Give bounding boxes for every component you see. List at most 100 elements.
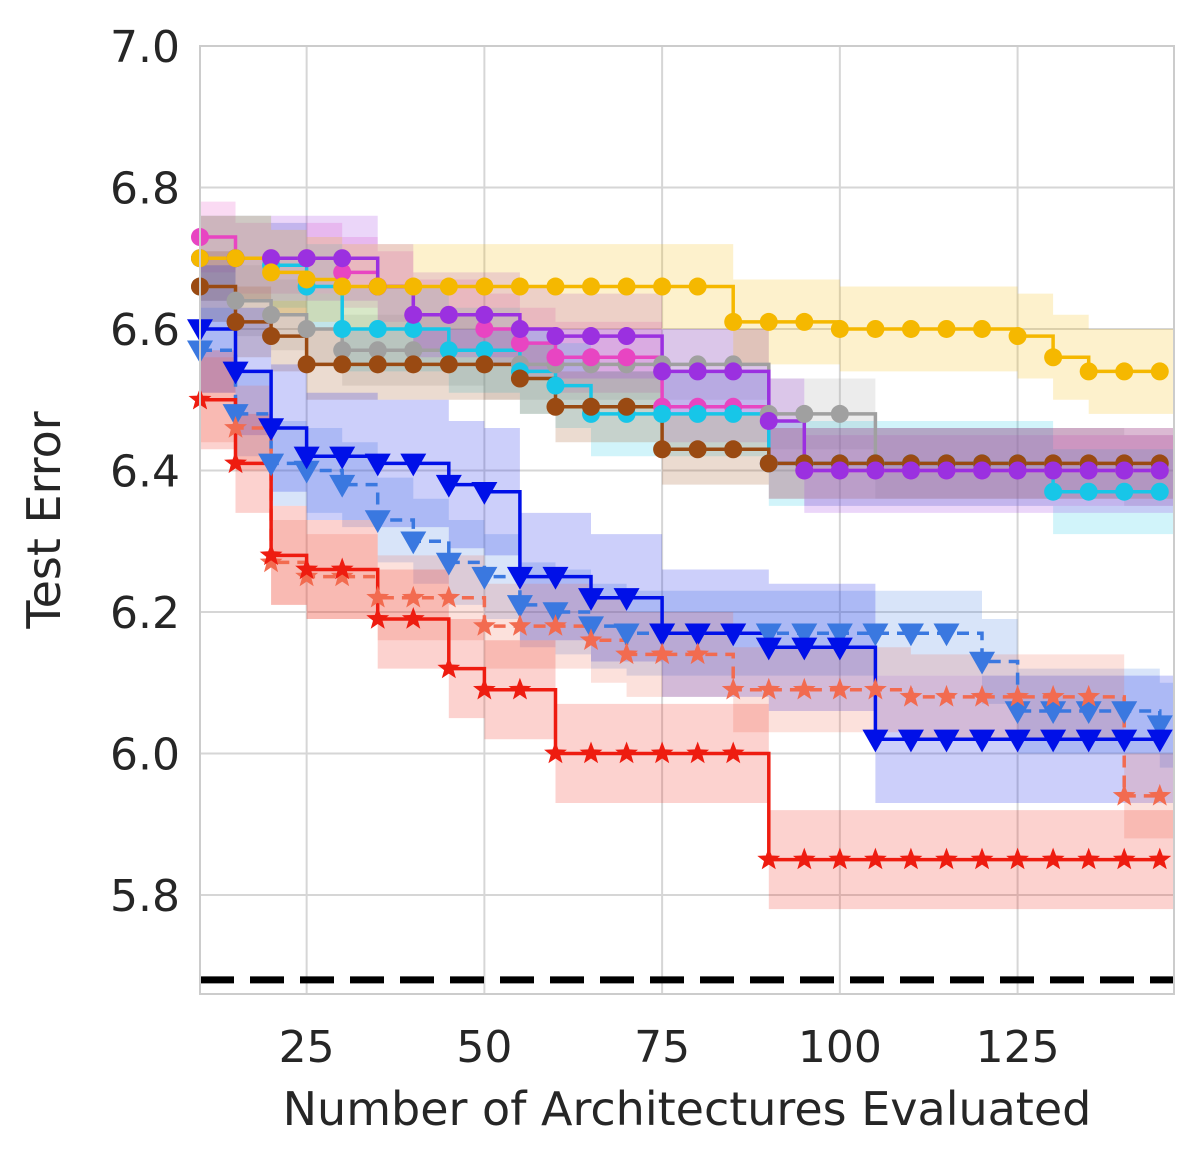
point-brown bbox=[226, 312, 245, 331]
x-tick-label: 25 bbox=[279, 1022, 335, 1073]
point-gold bbox=[866, 319, 885, 338]
point-blue-dashed bbox=[897, 623, 924, 647]
point-gold bbox=[1008, 327, 1027, 346]
point-purple bbox=[795, 461, 814, 480]
point-purple bbox=[439, 305, 458, 324]
point-salmon-dashed bbox=[508, 614, 532, 636]
y-tick-label: 6.4 bbox=[110, 446, 180, 497]
point-purple bbox=[404, 305, 423, 324]
band-blue-dashed bbox=[200, 307, 1174, 768]
point-blue bbox=[578, 588, 605, 611]
point-purple bbox=[830, 461, 849, 480]
point-blue-dashed bbox=[435, 552, 462, 576]
point-brown bbox=[582, 397, 601, 416]
point-salmon-dashed bbox=[864, 677, 887, 700]
point-salmon-dashed bbox=[721, 677, 745, 700]
point-blue bbox=[1146, 729, 1173, 753]
x-tick-label: 75 bbox=[634, 1022, 690, 1073]
point-red bbox=[366, 607, 390, 629]
point-salmon-dashed bbox=[1006, 684, 1029, 707]
point-gold bbox=[1044, 348, 1063, 367]
point-blue-dashed bbox=[862, 623, 889, 647]
series-line-blue-dashed bbox=[200, 348, 1162, 726]
point-pink bbox=[546, 348, 565, 367]
point-gold bbox=[546, 277, 565, 296]
point-purple bbox=[973, 461, 992, 480]
point-gold bbox=[1115, 362, 1134, 381]
point-blue bbox=[222, 361, 249, 385]
point-purple bbox=[582, 327, 601, 346]
point-red bbox=[508, 677, 532, 700]
point-cyan bbox=[368, 319, 387, 338]
point-salmon-dashed bbox=[615, 642, 638, 665]
point-blue bbox=[293, 446, 320, 470]
point-salmon-dashed bbox=[792, 677, 816, 700]
point-salmon-dashed bbox=[295, 564, 319, 587]
point-red bbox=[330, 557, 354, 580]
point-red bbox=[1077, 847, 1101, 870]
point-gold bbox=[1079, 362, 1098, 381]
point-cyan bbox=[1115, 482, 1134, 501]
point-salmon-dashed bbox=[757, 677, 781, 700]
point-purple bbox=[937, 461, 956, 480]
point-gold bbox=[653, 277, 672, 296]
point-salmon-dashed bbox=[1148, 783, 1172, 806]
band-cyan bbox=[200, 215, 1174, 535]
point-brown bbox=[653, 440, 672, 459]
point-purple bbox=[546, 327, 565, 346]
point-salmon-dashed bbox=[1041, 684, 1065, 707]
point-purple bbox=[510, 319, 529, 338]
point-gray bbox=[333, 341, 352, 360]
band-gold bbox=[200, 215, 1174, 414]
point-gray bbox=[830, 404, 849, 423]
point-blue-dashed bbox=[755, 623, 782, 647]
point-gold bbox=[404, 277, 423, 296]
point-gold bbox=[439, 277, 458, 296]
point-purple bbox=[1150, 461, 1169, 480]
band-pink bbox=[200, 201, 1174, 506]
point-salmon-dashed bbox=[935, 684, 958, 707]
point-red bbox=[757, 847, 781, 870]
point-blue-dashed bbox=[1146, 715, 1173, 739]
point-pink bbox=[333, 263, 352, 282]
point-brown bbox=[546, 397, 565, 416]
point-blue bbox=[862, 729, 889, 753]
band-blue bbox=[200, 265, 1174, 803]
band-brown bbox=[200, 251, 1174, 499]
point-cyan bbox=[688, 404, 707, 423]
point-blue bbox=[329, 446, 356, 470]
point-blue-dashed bbox=[293, 460, 320, 484]
point-red bbox=[828, 847, 852, 870]
point-red bbox=[899, 847, 923, 870]
point-gold bbox=[795, 312, 814, 331]
point-blue bbox=[969, 729, 996, 753]
point-red bbox=[935, 847, 958, 870]
series-markers bbox=[187, 228, 1173, 870]
point-brown bbox=[724, 440, 743, 459]
y-tick-label: 6.8 bbox=[110, 163, 180, 214]
point-purple bbox=[617, 327, 636, 346]
point-blue-dashed bbox=[1004, 701, 1031, 725]
point-blue bbox=[826, 637, 853, 661]
y-tick-label: 6.6 bbox=[110, 305, 180, 356]
point-blue bbox=[1040, 729, 1067, 753]
point-blue-dashed bbox=[791, 623, 818, 647]
point-purple bbox=[297, 249, 316, 268]
point-salmon-dashed bbox=[437, 585, 461, 608]
point-red bbox=[473, 677, 496, 700]
x-tick-label: 100 bbox=[798, 1022, 882, 1073]
point-gold bbox=[724, 312, 743, 331]
point-blue bbox=[1075, 729, 1102, 753]
point-red bbox=[579, 741, 603, 764]
point-blue-dashed bbox=[400, 531, 427, 555]
point-gold bbox=[830, 319, 849, 338]
point-cyan bbox=[404, 319, 423, 338]
x-tick-label: 125 bbox=[976, 1022, 1060, 1073]
point-blue bbox=[755, 637, 782, 661]
point-purple bbox=[1079, 461, 1098, 480]
point-red bbox=[1148, 847, 1172, 870]
point-cyan bbox=[333, 319, 352, 338]
point-salmon-dashed bbox=[401, 585, 425, 608]
point-blue bbox=[258, 418, 285, 442]
